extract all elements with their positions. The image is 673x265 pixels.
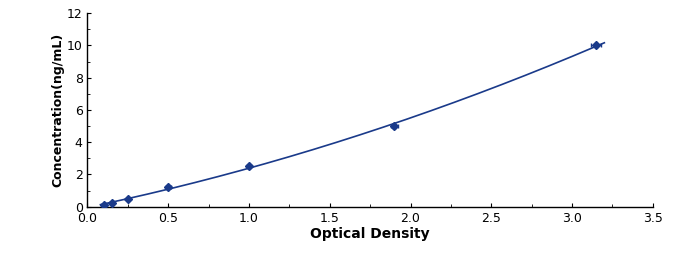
X-axis label: Optical Density: Optical Density xyxy=(310,227,430,241)
Y-axis label: Concentration(ng/mL): Concentration(ng/mL) xyxy=(51,33,64,187)
